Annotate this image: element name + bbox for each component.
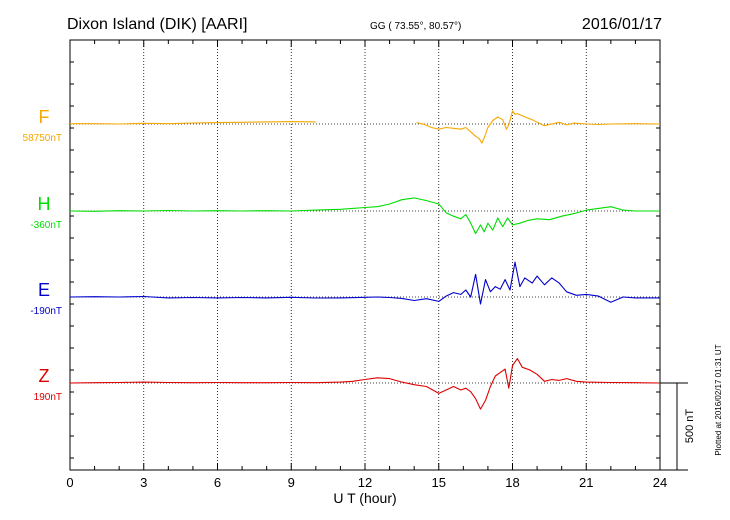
series-f-line <box>70 121 316 125</box>
plotted-timestamp: Plotted at 2016/02/17 01:31 UT <box>714 344 723 455</box>
x-tick-label: 24 <box>653 475 667 490</box>
x-axis-title: U T (hour) <box>333 490 396 506</box>
x-tick-label: 12 <box>358 475 372 490</box>
scale-bar: 500 nT <box>660 382 696 471</box>
series-name-z: Z <box>39 366 50 386</box>
series-lines <box>69 110 661 410</box>
series-name-f: F <box>39 107 50 127</box>
x-tick-label: 6 <box>214 475 221 490</box>
x-tick-label: 3 <box>140 475 147 490</box>
axis-ticks <box>69 40 661 470</box>
x-tick-label: 9 <box>288 475 295 490</box>
series-name-e: E <box>38 280 50 300</box>
series-h-line <box>69 197 660 235</box>
x-tick-label: 0 <box>66 475 73 490</box>
series-baseline-z: 190nT <box>34 392 62 403</box>
station-title: Dixon Island (DIK) [AARI] <box>67 16 248 33</box>
series-baseline-h: -360nT <box>30 220 62 231</box>
x-tick-label: 21 <box>579 475 593 490</box>
x-tick-label: 15 <box>432 475 446 490</box>
series-baseline-f: 58750nT <box>23 133 62 144</box>
plot-frame <box>69 39 661 471</box>
series-e-line <box>69 261 660 305</box>
series-z-line <box>69 358 661 410</box>
x-tick-labels: 0 3 6 9 12 15 18 21 24 <box>66 475 667 490</box>
series-f-line <box>416 110 661 144</box>
series-labels: F 58750nT H -360nT E -190nT Z 190nT <box>23 107 62 403</box>
scale-bar-label: 500 nT <box>684 409 696 444</box>
geographic-coords: GG ( 73.55°, 80.57°) <box>370 21 461 32</box>
series-name-h: H <box>38 194 51 214</box>
series-baseline-e: -190nT <box>30 306 62 317</box>
grid-lines <box>70 40 660 470</box>
x-tick-label: 18 <box>505 475 519 490</box>
plot-date: 2016/01/17 <box>582 16 662 33</box>
